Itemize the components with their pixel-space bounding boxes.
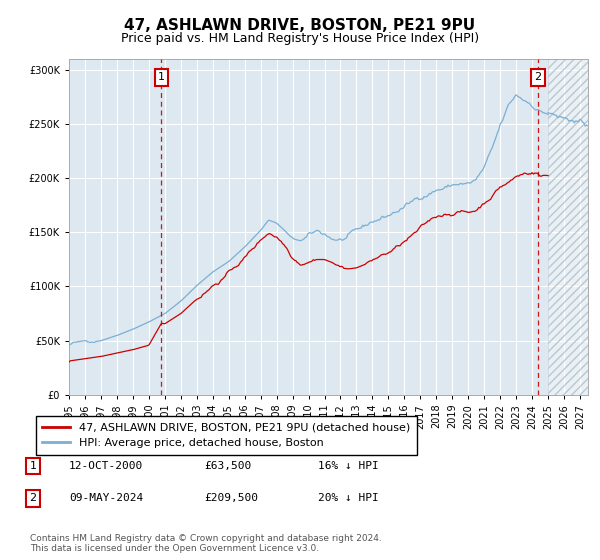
Bar — [548, 59, 588, 395]
Text: 2: 2 — [29, 493, 37, 503]
Text: £63,500: £63,500 — [204, 461, 251, 471]
Text: £209,500: £209,500 — [204, 493, 258, 503]
Text: 1: 1 — [29, 461, 37, 471]
Text: 12-OCT-2000: 12-OCT-2000 — [69, 461, 143, 471]
Legend: 47, ASHLAWN DRIVE, BOSTON, PE21 9PU (detached house), HPI: Average price, detach: 47, ASHLAWN DRIVE, BOSTON, PE21 9PU (det… — [35, 416, 417, 455]
Text: 16% ↓ HPI: 16% ↓ HPI — [318, 461, 379, 471]
Text: 09-MAY-2024: 09-MAY-2024 — [69, 493, 143, 503]
Text: Contains HM Land Registry data © Crown copyright and database right 2024.
This d: Contains HM Land Registry data © Crown c… — [30, 534, 382, 553]
Text: 20% ↓ HPI: 20% ↓ HPI — [318, 493, 379, 503]
Bar — [548, 59, 588, 395]
Text: 2: 2 — [534, 72, 541, 82]
Text: 47, ASHLAWN DRIVE, BOSTON, PE21 9PU: 47, ASHLAWN DRIVE, BOSTON, PE21 9PU — [124, 18, 476, 33]
Text: 1: 1 — [158, 72, 165, 82]
Text: Price paid vs. HM Land Registry's House Price Index (HPI): Price paid vs. HM Land Registry's House … — [121, 32, 479, 45]
